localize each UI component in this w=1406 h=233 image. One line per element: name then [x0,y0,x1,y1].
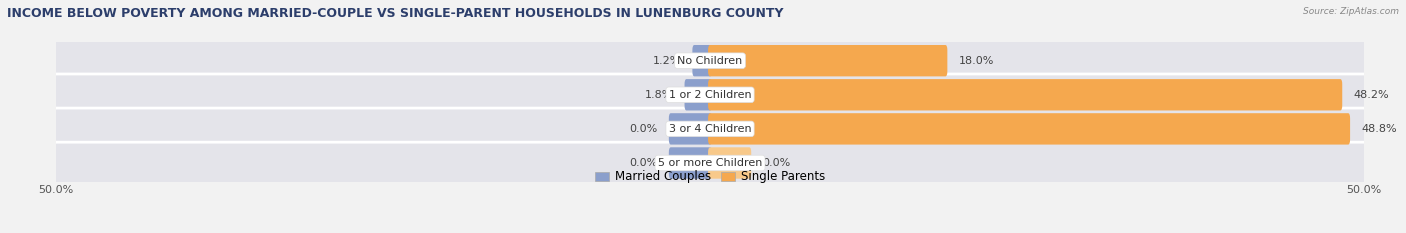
FancyBboxPatch shape [52,108,1368,150]
FancyBboxPatch shape [52,74,1368,116]
FancyBboxPatch shape [52,40,1368,82]
FancyBboxPatch shape [709,79,1343,110]
Text: 48.2%: 48.2% [1354,90,1389,100]
Text: 1.8%: 1.8% [645,90,673,100]
FancyBboxPatch shape [709,45,948,76]
Text: Source: ZipAtlas.com: Source: ZipAtlas.com [1303,7,1399,16]
Text: 3 or 4 Children: 3 or 4 Children [669,124,751,134]
Text: INCOME BELOW POVERTY AMONG MARRIED-COUPLE VS SINGLE-PARENT HOUSEHOLDS IN LUNENBU: INCOME BELOW POVERTY AMONG MARRIED-COUPL… [7,7,783,20]
Text: 0.0%: 0.0% [762,158,790,168]
FancyBboxPatch shape [669,113,711,144]
Text: 1.2%: 1.2% [652,56,682,66]
Text: 0.0%: 0.0% [630,158,658,168]
FancyBboxPatch shape [709,147,751,179]
Text: 5 or more Children: 5 or more Children [658,158,762,168]
FancyBboxPatch shape [685,79,711,110]
FancyBboxPatch shape [692,45,711,76]
Text: 48.8%: 48.8% [1361,124,1396,134]
FancyBboxPatch shape [669,147,711,179]
FancyBboxPatch shape [52,142,1368,184]
Text: 0.0%: 0.0% [630,124,658,134]
FancyBboxPatch shape [709,113,1350,144]
Text: No Children: No Children [678,56,742,66]
Legend: Married Couples, Single Parents: Married Couples, Single Parents [592,167,828,187]
Text: 1 or 2 Children: 1 or 2 Children [669,90,751,100]
Text: 18.0%: 18.0% [959,56,994,66]
